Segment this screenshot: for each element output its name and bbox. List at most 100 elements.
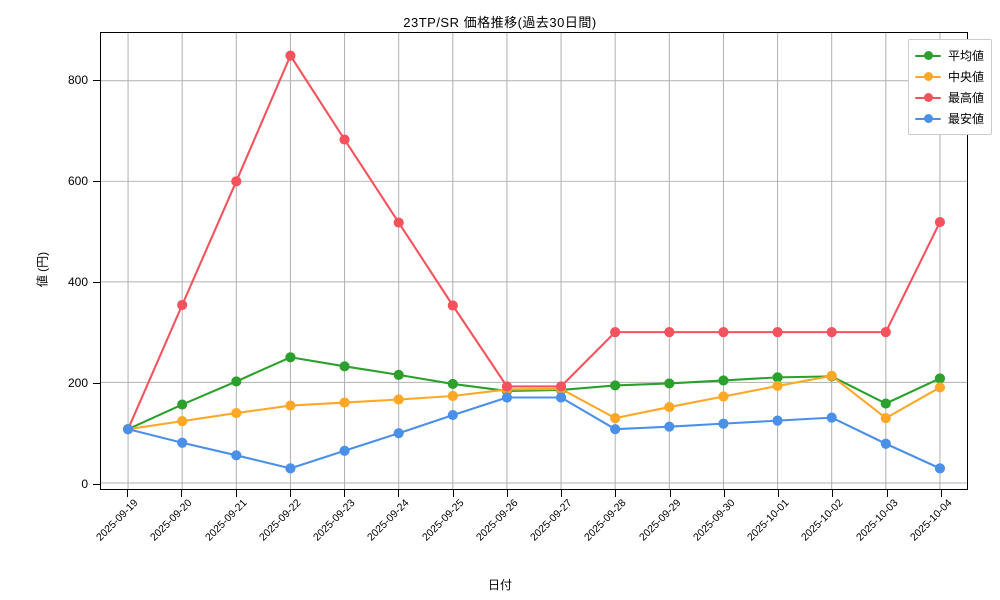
- legend-swatch-icon: [914, 49, 941, 63]
- data-point-marker: [447, 410, 458, 421]
- data-point-marker: [610, 413, 621, 424]
- plot-area: [100, 32, 968, 490]
- data-point-marker: [285, 50, 296, 61]
- data-point-marker: [610, 327, 621, 338]
- data-point-marker: [664, 421, 675, 432]
- x-axis-tick-mark: [669, 490, 671, 497]
- data-point-marker: [880, 413, 891, 424]
- data-point-marker: [285, 352, 296, 363]
- data-point-marker: [880, 398, 891, 409]
- legend-item-1[interactable]: 平均値: [914, 45, 984, 66]
- data-point-marker: [501, 392, 513, 403]
- y-axis-tick-mark: [93, 79, 100, 81]
- legend-swatch-icon: [914, 70, 941, 84]
- data-point-marker: [177, 399, 188, 410]
- data-point-marker: [231, 408, 242, 419]
- x-axis-tick-mark: [289, 490, 291, 497]
- y-axis-label: 値 (円): [35, 251, 50, 288]
- data-point-marker: [826, 370, 837, 381]
- data-point-marker: [447, 300, 458, 311]
- data-point-marker: [664, 327, 675, 338]
- legend-item-label: 最安値: [947, 112, 984, 126]
- data-point-marker: [718, 375, 729, 386]
- data-point-marker: [447, 378, 458, 390]
- grid-lines: [101, 33, 967, 489]
- data-point-marker: [664, 378, 675, 389]
- data-point-marker: [501, 381, 513, 392]
- data-point-marker: [772, 372, 783, 383]
- x-axis-tick-mark: [344, 490, 346, 497]
- data-point-marker: [231, 376, 242, 387]
- x-axis-label: 日付: [487, 578, 512, 592]
- chart-title: 23TP/SR 価格推移(過去30日間): [403, 15, 597, 30]
- x-axis-tick-mark: [832, 490, 834, 497]
- series-line: [127, 54, 941, 431]
- data-point-marker: [610, 380, 621, 391]
- y-axis-tick-label: 800: [67, 72, 88, 87]
- data-point-marker: [664, 401, 675, 413]
- data-point-marker: [285, 400, 296, 411]
- x-axis-tick-mark: [181, 490, 183, 497]
- data-point-marker: [285, 463, 296, 474]
- data-point-marker: [934, 216, 946, 228]
- data-point-marker: [555, 381, 567, 392]
- data-point-marker: [393, 394, 404, 405]
- data-point-marker: [122, 424, 134, 435]
- legend-item-2[interactable]: 中央値: [914, 66, 984, 87]
- legend-item-4[interactable]: 最安値: [914, 108, 984, 129]
- y-axis-tick-mark: [93, 382, 100, 384]
- x-axis-tick-mark: [778, 490, 780, 497]
- data-point-marker: [231, 450, 242, 461]
- data-point-marker: [447, 390, 458, 402]
- legend-swatch-icon: [914, 112, 941, 126]
- y-axis-tick-mark: [93, 483, 100, 485]
- data-point-marker: [177, 416, 188, 427]
- legend-item-label: 中央値: [947, 70, 984, 84]
- y-axis-tick-mark: [93, 180, 100, 182]
- data-point-marker: [177, 437, 188, 448]
- x-axis-tick-mark: [398, 490, 400, 497]
- x-axis-tick-mark: [561, 490, 563, 497]
- data-point-marker: [772, 380, 783, 392]
- x-axis-tick-mark: [615, 490, 617, 497]
- legend-item-label: 平均値: [947, 49, 984, 63]
- data-point-marker: [177, 299, 188, 311]
- data-point-marker: [718, 418, 729, 429]
- y-axis-tick-mark: [93, 281, 100, 283]
- data-point-marker: [393, 369, 404, 380]
- data-point-marker: [880, 327, 891, 338]
- series-line: [127, 356, 941, 431]
- x-axis-tick-mark: [452, 490, 454, 497]
- data-point-marker: [772, 327, 783, 338]
- legend-item-3[interactable]: 最高値: [914, 87, 984, 108]
- data-point-marker: [393, 217, 404, 228]
- series-line: [127, 374, 941, 431]
- data-point-marker: [231, 176, 242, 187]
- x-axis-tick-mark: [886, 490, 888, 497]
- data-point-marker: [339, 134, 350, 145]
- y-axis-tick-label: 0: [81, 476, 88, 491]
- x-axis-tick-mark: [127, 490, 129, 497]
- x-axis-tick-mark: [723, 490, 725, 497]
- data-point-marker: [339, 445, 350, 456]
- x-axis-tick-mark: [235, 490, 237, 497]
- data-point-marker: [934, 382, 946, 393]
- legend-item-label: 最高値: [947, 91, 984, 105]
- data-point-marker: [339, 397, 350, 408]
- y-axis-tick-label: 600: [67, 173, 88, 188]
- data-point-marker: [880, 438, 891, 449]
- data-point-marker: [610, 424, 621, 435]
- legend-swatch-icon: [914, 91, 941, 105]
- data-point-marker: [718, 391, 729, 402]
- x-axis-tick-mark: [506, 490, 508, 497]
- chart-legend[interactable]: 平均値中央値最高値最安値: [907, 39, 992, 135]
- y-axis-tick-label: 400: [67, 274, 88, 289]
- y-axis-tick-label: 200: [67, 375, 88, 390]
- data-point-marker: [934, 373, 946, 384]
- data-point-marker: [339, 361, 350, 372]
- data-point-marker: [934, 463, 946, 474]
- x-axis-tick-mark: [940, 490, 942, 497]
- data-point-marker: [826, 327, 837, 338]
